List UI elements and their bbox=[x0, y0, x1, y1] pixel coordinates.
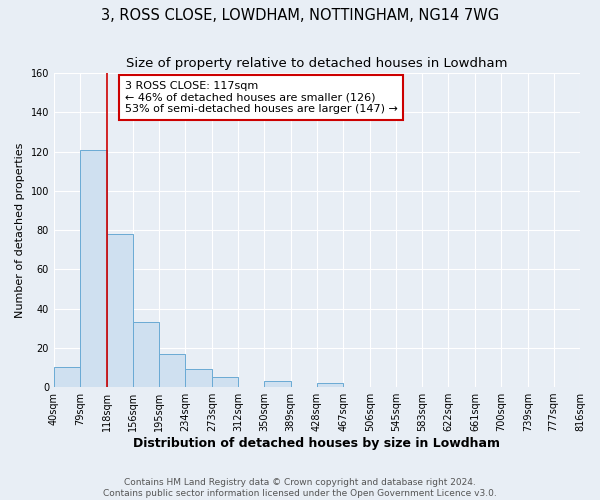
Bar bbox=[107, 234, 133, 387]
Text: 3, ROSS CLOSE, LOWDHAM, NOTTINGHAM, NG14 7WG: 3, ROSS CLOSE, LOWDHAM, NOTTINGHAM, NG14… bbox=[101, 8, 499, 22]
Text: Contains HM Land Registry data © Crown copyright and database right 2024.
Contai: Contains HM Land Registry data © Crown c… bbox=[103, 478, 497, 498]
X-axis label: Distribution of detached houses by size in Lowdham: Distribution of detached houses by size … bbox=[133, 437, 500, 450]
Bar bbox=[54, 368, 80, 387]
Bar bbox=[317, 383, 343, 387]
Bar bbox=[185, 370, 212, 387]
Bar bbox=[133, 322, 159, 387]
Text: 3 ROSS CLOSE: 117sqm
← 46% of detached houses are smaller (126)
53% of semi-deta: 3 ROSS CLOSE: 117sqm ← 46% of detached h… bbox=[125, 81, 398, 114]
Bar bbox=[159, 354, 185, 387]
Y-axis label: Number of detached properties: Number of detached properties bbox=[15, 142, 25, 318]
Bar bbox=[264, 381, 290, 387]
Title: Size of property relative to detached houses in Lowdham: Size of property relative to detached ho… bbox=[126, 58, 508, 70]
Bar bbox=[212, 378, 238, 387]
Bar bbox=[80, 150, 107, 387]
